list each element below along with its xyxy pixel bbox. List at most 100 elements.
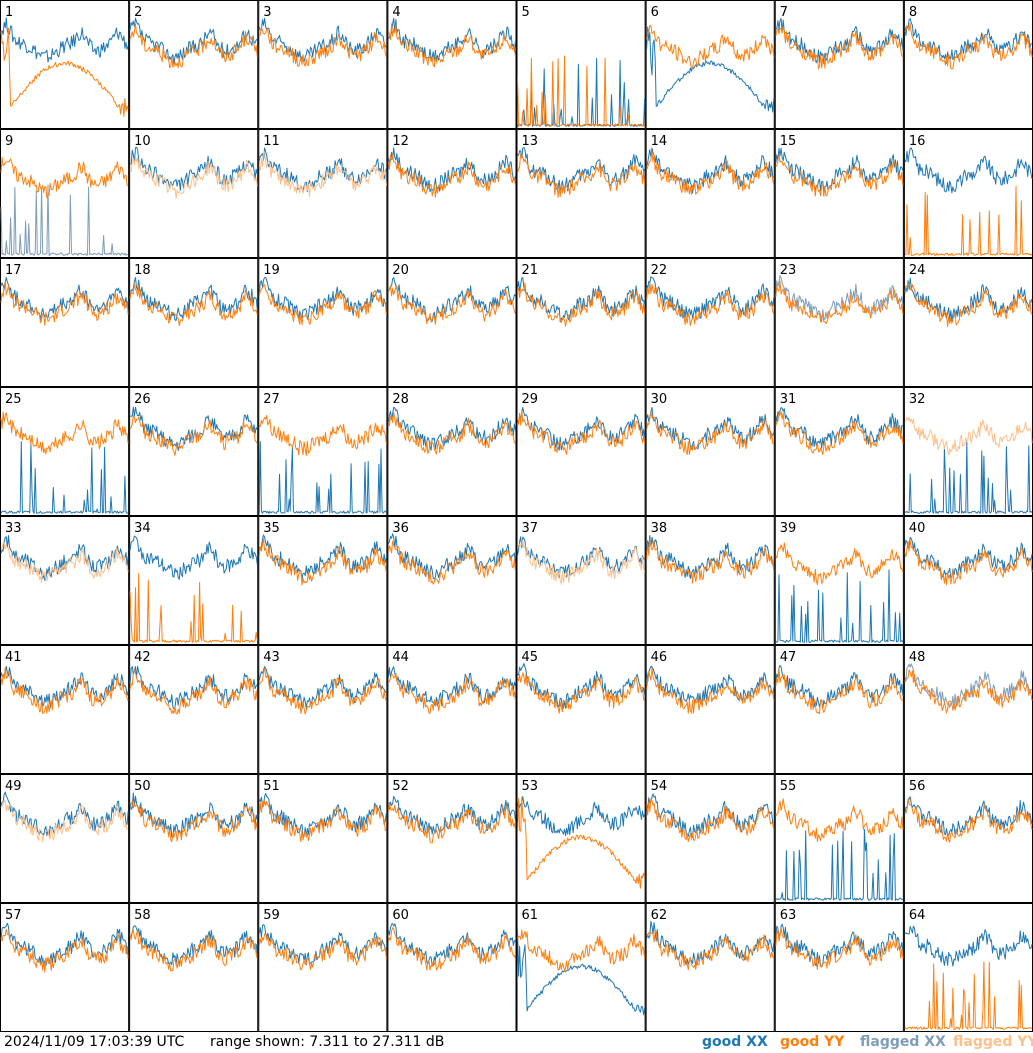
yy-trace [0, 280, 129, 326]
legend-flagged-xx: flagged XX [860, 1034, 946, 1050]
panel-label: 10 [134, 134, 151, 149]
yy-trace [258, 800, 387, 843]
xx-trace [904, 147, 1033, 194]
xx-trace [258, 924, 387, 966]
yy-trace [258, 538, 387, 586]
xx-trace [646, 920, 775, 966]
yy-trace [129, 23, 258, 69]
panel-frame [387, 516, 517, 645]
xx-trace [258, 17, 387, 63]
panel-label: 24 [909, 263, 926, 278]
xx-trace [129, 277, 258, 321]
panel-frame [774, 516, 904, 645]
panel-48: 48 [903, 645, 1033, 774]
panel-30: 30 [645, 387, 775, 516]
panel-frame [0, 129, 130, 258]
panel-label: 25 [5, 392, 22, 407]
yy-trace [129, 156, 258, 199]
yy-trace [775, 927, 904, 971]
panel-label: 1 [5, 5, 13, 20]
panel-53: 53 [516, 774, 646, 903]
panel-label: 21 [522, 263, 539, 278]
panel-54: 54 [645, 774, 775, 903]
panel-frame [903, 645, 1033, 774]
panel-label: 58 [134, 908, 151, 923]
xx-trace [387, 923, 516, 967]
panel-57: 57 [0, 903, 130, 1032]
yy-trace [258, 414, 387, 456]
panel-label: 45 [522, 650, 539, 665]
yy-trace [388, 672, 516, 714]
xx-trace [517, 147, 646, 192]
panel-frame [645, 903, 775, 1032]
panel-label: 57 [5, 908, 22, 923]
yy-trace [258, 284, 387, 326]
yy-trace [387, 154, 516, 198]
panel-label: 42 [134, 650, 151, 665]
yy-trace [775, 542, 904, 586]
xx-trace [904, 925, 1033, 967]
panel-label: 38 [651, 521, 668, 536]
panel-2: 2 [129, 0, 259, 129]
panel-label: 27 [263, 392, 280, 407]
yy-trace [0, 799, 129, 843]
panel-38: 38 [645, 516, 775, 645]
panel-43: 43 [258, 645, 388, 774]
panel-frame [129, 258, 259, 387]
yy-trace [517, 929, 646, 972]
panel-4: 4 [387, 0, 517, 129]
yy-trace [129, 414, 258, 456]
panel-label: 62 [651, 908, 668, 923]
xx-trace [646, 26, 775, 113]
panel-label: 6 [651, 5, 659, 20]
panel-49: 49 [0, 774, 130, 903]
panel-label: 32 [909, 392, 926, 407]
panel-29: 29 [516, 387, 646, 516]
panel-10: 10 [129, 129, 259, 258]
panel-label: 2 [134, 5, 142, 20]
panel-frame [774, 903, 904, 1032]
xx-trace [387, 147, 516, 193]
panel-label: 48 [909, 650, 926, 665]
yy-trace [387, 23, 516, 68]
xx-trace [258, 441, 387, 514]
panel-frame [774, 387, 904, 516]
panel-25: 25 [0, 387, 130, 516]
panel-frame [516, 516, 646, 645]
panel-14: 14 [645, 129, 775, 258]
panel-frame [645, 387, 775, 516]
panel-16: 16 [903, 129, 1033, 258]
yy-trace [646, 539, 775, 584]
panel-frame [645, 258, 775, 387]
footer: 2024/11/09 17:03:39 UTC range shown: 7.3… [0, 1032, 1033, 1053]
panel-23: 23 [774, 258, 904, 387]
panel-frame [129, 903, 259, 1032]
panel-5: 5 [516, 0, 646, 129]
panel-31: 31 [774, 387, 904, 516]
panel-frame [516, 387, 646, 516]
xx-trace [258, 534, 387, 580]
xx-trace [904, 796, 1033, 836]
panel-1: 1 [0, 0, 130, 129]
panel-frame [516, 903, 646, 1032]
yy-trace [387, 801, 516, 844]
xx-trace [775, 569, 904, 643]
yy-trace [775, 411, 904, 456]
xx-trace [129, 17, 258, 65]
panel-frame [645, 645, 775, 774]
panel-34: 34 [129, 516, 259, 645]
yy-trace [646, 411, 774, 455]
yy-trace [775, 154, 904, 197]
panel-64: 64 [903, 903, 1033, 1032]
yy-trace [517, 55, 645, 127]
panel-frame [258, 645, 388, 774]
panel-label: 51 [263, 779, 280, 794]
panel-frame [258, 129, 388, 258]
panel-9: 9 [0, 129, 130, 258]
panel-frame [645, 516, 775, 645]
panel-frame [129, 0, 259, 129]
panel-39: 39 [774, 516, 904, 645]
panel-frame [0, 258, 130, 387]
yy-trace [0, 411, 129, 455]
